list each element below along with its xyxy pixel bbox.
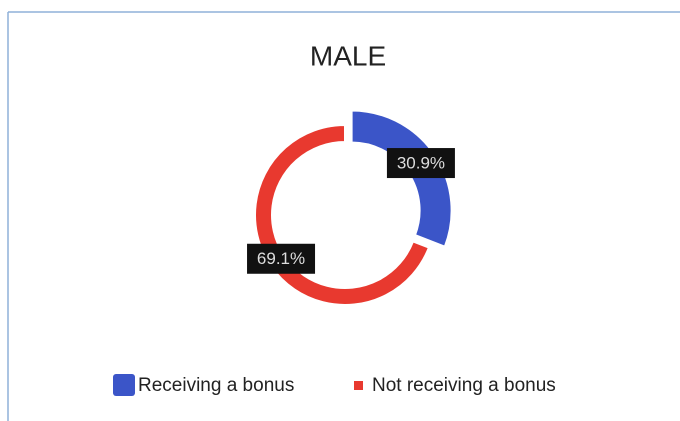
legend-label: Receiving a bonus [138, 375, 294, 396]
data-label-text: 69.1% [257, 249, 305, 268]
chart-title: MALE [310, 40, 386, 71]
data-label-text: 30.9% [397, 154, 445, 173]
data-label: 69.1% [247, 243, 316, 274]
data-label-box [247, 243, 316, 274]
legend-swatch [113, 374, 135, 396]
legend-label: Not receiving a bonus [372, 375, 556, 396]
donut-segment [254, 123, 431, 306]
legend-swatch [354, 381, 363, 390]
data-label-box [386, 148, 455, 179]
legend: Receiving a bonus Not receiving a bonus [113, 374, 556, 396]
data-label: 30.9% [386, 148, 455, 179]
